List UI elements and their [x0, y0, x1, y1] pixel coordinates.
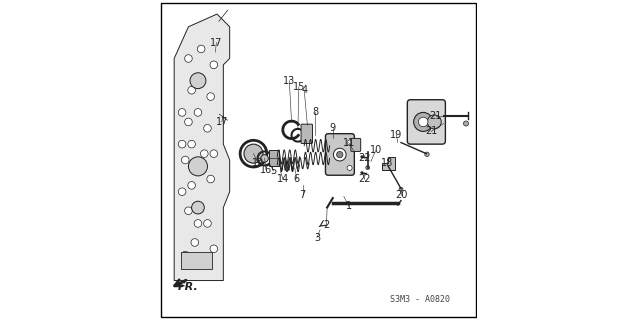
FancyBboxPatch shape — [301, 124, 313, 143]
Circle shape — [366, 166, 369, 170]
Circle shape — [178, 140, 186, 148]
Circle shape — [201, 258, 208, 265]
Circle shape — [399, 187, 403, 191]
Circle shape — [210, 61, 218, 69]
Text: 21: 21 — [430, 111, 442, 121]
Text: 9: 9 — [330, 123, 336, 133]
Circle shape — [191, 239, 199, 246]
Text: 5: 5 — [270, 166, 276, 176]
FancyBboxPatch shape — [351, 139, 361, 151]
Circle shape — [427, 115, 441, 129]
Circle shape — [194, 220, 202, 227]
Circle shape — [347, 165, 352, 171]
Text: 19: 19 — [390, 130, 403, 140]
Circle shape — [185, 207, 192, 215]
Circle shape — [244, 144, 263, 163]
Circle shape — [185, 55, 192, 62]
Circle shape — [333, 148, 346, 161]
Circle shape — [210, 150, 218, 157]
Text: 6: 6 — [294, 174, 300, 184]
Text: 14: 14 — [277, 174, 289, 184]
Text: 1: 1 — [346, 201, 352, 211]
Circle shape — [189, 157, 208, 176]
Bar — [269, 150, 279, 166]
Circle shape — [182, 156, 189, 164]
FancyBboxPatch shape — [326, 134, 354, 175]
Circle shape — [464, 121, 469, 126]
Text: 21: 21 — [425, 126, 438, 136]
Circle shape — [261, 155, 268, 162]
FancyBboxPatch shape — [407, 100, 445, 144]
Circle shape — [425, 152, 429, 156]
Text: 3: 3 — [314, 233, 320, 243]
Text: 13: 13 — [283, 76, 296, 86]
Text: 10: 10 — [369, 146, 382, 156]
Circle shape — [192, 201, 204, 214]
Circle shape — [190, 73, 206, 89]
Circle shape — [361, 156, 363, 158]
Text: 4: 4 — [301, 85, 307, 95]
Bar — [180, 252, 212, 269]
Text: 12: 12 — [252, 158, 264, 168]
Circle shape — [188, 86, 196, 94]
Circle shape — [207, 93, 215, 100]
Circle shape — [347, 140, 352, 145]
Text: FR.: FR. — [177, 282, 198, 292]
Circle shape — [197, 45, 205, 53]
Circle shape — [201, 150, 208, 157]
Text: 15: 15 — [292, 82, 305, 92]
Text: S3M3 - A0820: S3M3 - A0820 — [390, 295, 450, 304]
Circle shape — [207, 175, 215, 183]
Circle shape — [204, 124, 211, 132]
Text: 18: 18 — [380, 158, 393, 168]
Text: 16: 16 — [260, 164, 272, 174]
Circle shape — [188, 140, 196, 148]
Text: 2: 2 — [324, 220, 329, 230]
Circle shape — [182, 252, 189, 259]
Text: 7: 7 — [299, 190, 306, 200]
Text: 20: 20 — [395, 190, 407, 200]
Text: 11: 11 — [343, 138, 355, 148]
Polygon shape — [174, 14, 230, 281]
Circle shape — [361, 172, 363, 174]
Circle shape — [419, 117, 428, 127]
Circle shape — [188, 181, 196, 189]
Text: 17: 17 — [210, 38, 222, 48]
Circle shape — [336, 151, 343, 158]
Circle shape — [210, 245, 218, 252]
Text: 22: 22 — [358, 153, 371, 164]
Circle shape — [178, 188, 186, 196]
Circle shape — [204, 220, 211, 227]
Circle shape — [194, 108, 202, 116]
Circle shape — [178, 108, 186, 116]
Circle shape — [185, 118, 192, 126]
Polygon shape — [382, 157, 395, 170]
Circle shape — [413, 112, 433, 132]
Text: 17: 17 — [215, 117, 228, 127]
Text: 8: 8 — [312, 108, 318, 117]
Text: 22: 22 — [358, 174, 371, 184]
